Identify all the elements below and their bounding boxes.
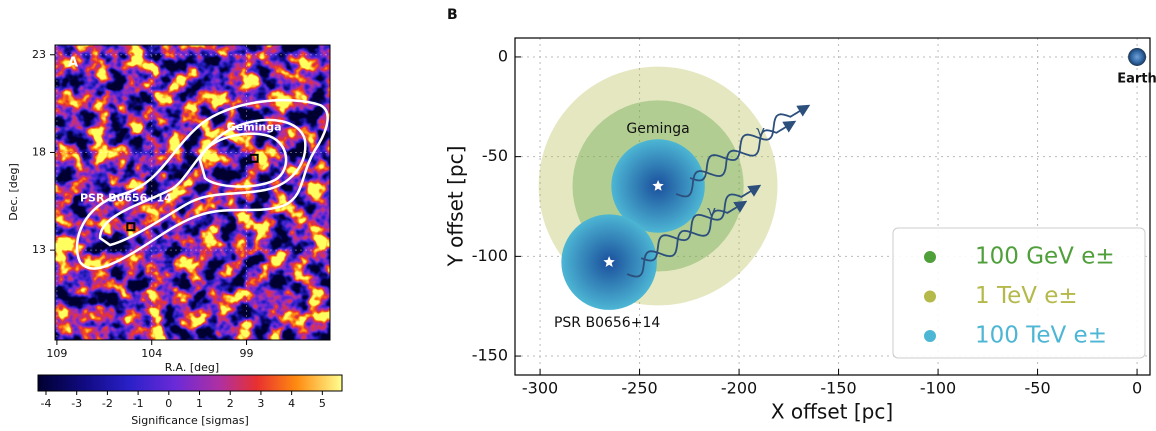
colorbar-label: Significance [sigmas] xyxy=(131,414,249,427)
photon-arrow xyxy=(640,184,762,262)
x-tick-label: 109 xyxy=(46,347,67,360)
contour xyxy=(98,118,307,247)
colorbar-tick-label: -2 xyxy=(102,397,113,410)
photon-arrows xyxy=(626,104,811,278)
significance-map xyxy=(55,45,330,340)
colorbar-tick-label: -1 xyxy=(133,397,144,410)
x-tick-label: -200 xyxy=(721,379,757,398)
colorbar-tick-label: 3 xyxy=(257,397,264,410)
source-star xyxy=(603,256,615,267)
legend-label: 1 TeV e± xyxy=(975,283,1078,309)
x-axis-label: R.A. [deg] xyxy=(165,361,219,374)
x-tick-label: -100 xyxy=(920,379,956,398)
legend-marker xyxy=(924,330,936,342)
legend-label: 100 TeV e± xyxy=(975,323,1107,349)
y-tick-label: 13 xyxy=(32,243,46,256)
y-tick-label: -50 xyxy=(482,146,508,165)
legend xyxy=(892,227,1146,359)
y-axis-label: Y offset [pc] xyxy=(444,146,468,268)
source-label: PSR B0656+14 xyxy=(554,315,660,331)
axes-frame xyxy=(514,37,1151,376)
colorbar-tick-label: 0 xyxy=(165,397,172,410)
y-tick-label: 18 xyxy=(32,145,46,158)
y-axis-label: Dec. [deg] xyxy=(7,163,20,221)
source-label: Geminga xyxy=(626,121,689,137)
colorbar xyxy=(37,374,343,392)
photon-label: γ xyxy=(707,203,716,221)
source-marker xyxy=(126,222,136,232)
legend-label: 100 GeV e± xyxy=(975,244,1115,270)
y-tick-label: -100 xyxy=(472,246,508,265)
x-tick-label: 104 xyxy=(141,347,162,360)
x-tick-label: -250 xyxy=(621,379,657,398)
y-tick-label: -150 xyxy=(472,346,508,365)
x-tick-label: 0 xyxy=(1132,379,1142,398)
y-tick-label: 0 xyxy=(498,46,508,65)
colorbar-tick-label: 1 xyxy=(196,397,203,410)
source-label: PSR B0656+14 xyxy=(80,192,172,205)
earth-label: Earth xyxy=(1117,71,1156,86)
axes-frame xyxy=(54,44,331,341)
colorbar-tick-label: 4 xyxy=(288,397,295,410)
x-tick-label: -150 xyxy=(820,379,856,398)
source-marker xyxy=(249,153,259,163)
earth-marker xyxy=(1128,47,1147,66)
x-tick-label: -50 xyxy=(1024,379,1050,398)
colorbar-tick-label: -4 xyxy=(40,397,51,410)
colorbar-tick-label: 2 xyxy=(227,397,234,410)
x-tick-label: 99 xyxy=(240,347,254,360)
contours xyxy=(75,98,329,270)
photon-arrow xyxy=(689,104,811,182)
colorbar-tick-label: 5 xyxy=(319,397,326,410)
legend-marker xyxy=(924,251,936,263)
x-axis-label: X offset [pc] xyxy=(771,400,893,424)
contour xyxy=(75,98,329,270)
legend-marker xyxy=(924,290,936,303)
source-label: Geminga xyxy=(227,120,282,133)
panel-label: A xyxy=(68,56,78,71)
y-tick-label: 23 xyxy=(32,48,46,61)
colorbar-tick-label: -3 xyxy=(71,397,82,410)
contour xyxy=(198,132,288,188)
x-tick-label: -300 xyxy=(522,379,558,398)
photon-label: γ xyxy=(756,122,765,140)
source-star xyxy=(652,180,664,191)
panel-label: B xyxy=(447,7,458,23)
